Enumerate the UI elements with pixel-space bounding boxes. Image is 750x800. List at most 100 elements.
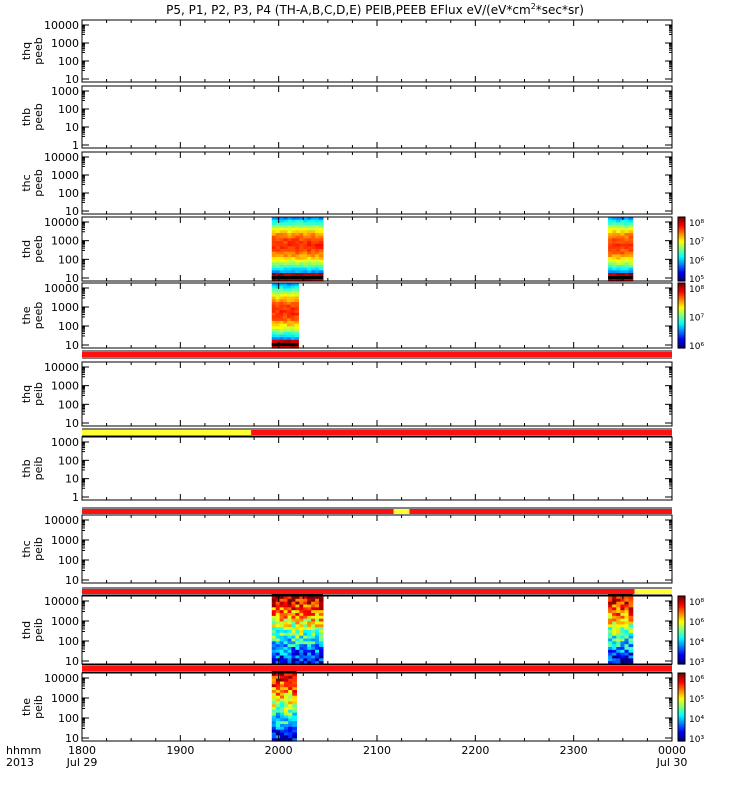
y-tick-label: 1000 [51,235,79,248]
panel-label-satellite: thb [20,108,33,126]
panel-frame [81,361,673,427]
panel-label-satellite: thd [20,621,33,639]
title-suffix: *sec*sr) [536,3,584,17]
y-tick-label: 1000 [51,85,79,98]
time-axis: hhmm 2013 1800 1900 2000 2100 2200 2300 0000Ju… [6,744,687,769]
y-tick-label: 10 [65,655,79,668]
colorbar-label: 10⁸ [689,285,704,295]
colorbar-label: 10⁷ [689,238,704,248]
spectrogram-block [271,592,324,665]
block-edge-mark [271,343,299,346]
y-tick-label: 1000 [51,534,79,547]
panel-9: 10000 1000 100 10 thd peib [20,592,673,668]
colorbar-label: 10⁴ [689,638,704,648]
colorbar-label: 10³ [689,735,704,745]
time-tick-label: 2000 [265,744,293,757]
panel-label-satellite: thc [20,540,33,557]
panel-frame [81,595,673,665]
y-tick-label: 1000 [51,615,79,628]
panel-frame [81,282,673,349]
panel-3: 10000 1000 100 10 thc peeb [20,151,673,218]
time-tick-label: 0000 [658,744,686,757]
panel-label-instrument: peeb [32,302,45,330]
colorbar-label: 10³ [689,658,704,668]
panel-frame [81,216,673,282]
time-tick-label: 1800 [68,744,96,757]
y-tick-label: 10 [65,121,79,134]
status-bar-4 [82,587,672,596]
panel-label-instrument: peib [32,382,45,406]
time-tick-label: 2200 [461,744,489,757]
y-tick-label: 100 [58,187,79,200]
colorbar-label: 10⁶ [689,256,704,266]
panel-label-satellite: the [20,698,33,716]
panel-label-instrument: peib [32,695,45,719]
panel-7: 1000 100 10 1 thb peib [20,436,673,504]
y-tick-label: 1000 [51,380,79,393]
status-segment [634,589,672,594]
y-tick-label: 100 [58,398,79,411]
panel-label-instrument: peib [32,537,45,561]
y-tick-label: 100 [58,712,79,725]
y-tick-label: 10000 [44,282,79,295]
panel-label-instrument: peeb [32,169,45,197]
y-tick-label: 1 [72,491,79,504]
panel-label-satellite: thq [20,42,33,60]
panel-6: 10000 1000 100 10 thq peib [20,361,673,430]
y-tick-label: 10000 [44,151,79,164]
title-superscript: 2 [531,2,536,11]
y-tick-label: 1000 [51,692,79,705]
y-tick-label: 10 [65,339,79,352]
y-tick-label: 100 [58,55,79,68]
y-tick-label: 10 [65,473,79,486]
y-tick-label: 100 [58,554,79,567]
y-tick-label: 100 [58,320,79,333]
colorbar-label: 10⁷ [689,314,704,324]
panel-label-instrument: peeb [32,235,45,263]
panel-frame [81,19,673,83]
colorbar-frame [677,595,686,665]
panel-8: 10000 1000 100 10 thc peib [20,514,673,587]
colorbar-label: 10⁸ [689,219,704,229]
y-tick-label: 100 [58,454,79,467]
panel-label-instrument: peib [32,618,45,642]
colorbar-4: 10⁶ 10⁵ 10⁴ 10³ [677,672,704,745]
y-tick-label: 1000 [51,37,79,50]
colorbar-label: 10⁶ [689,618,704,628]
colorbar-2: 10⁸ 10⁷ 10⁶ [677,282,704,352]
panel-label-satellite: thb [20,459,33,477]
y-tick-label: 10000 [44,514,79,527]
panel-label-instrument: peeb [32,37,45,65]
y-tick-label: 1 [72,139,79,152]
panel-4: 10000 1000 100 10 thd peeb [20,216,673,285]
time-axis-row1-label: hhmm [6,744,41,757]
panel-1: 10000 1000 100 10 thq peeb [20,19,673,86]
colorbar-3: 10⁸ 10⁶ 10⁴ 10³ [677,595,704,668]
y-tick-label: 10 [65,574,79,587]
colorbar-label: 10⁶ [689,342,704,352]
spectrogram-block [271,669,297,742]
colorbar-frame [677,672,686,742]
colorbar-label: 10⁶ [689,675,704,685]
y-tick-label: 10000 [44,672,79,685]
y-tick-label: 1000 [51,436,79,449]
spectrogram-block [271,283,299,349]
panel-frame [81,514,673,584]
time-tick-label: 2100 [363,744,391,757]
block-edge-mark [608,276,633,279]
panel-label-satellite: thc [20,174,33,191]
panel-label-instrument: peib [32,457,45,481]
y-tick-label: 10 [65,417,79,430]
y-tick-label: 1000 [51,169,79,182]
panel-frame [81,85,673,149]
y-tick-label: 10 [65,205,79,218]
status-bars-group [82,350,672,673]
y-tick-label: 10000 [44,361,79,374]
status-bar-1 [82,350,672,359]
panel-frame [81,151,673,215]
time-axis-row2-label: 2013 [6,756,34,769]
status-segment [82,352,672,357]
colorbar-label: 10⁸ [689,598,704,608]
y-tick-label: 100 [58,103,79,116]
